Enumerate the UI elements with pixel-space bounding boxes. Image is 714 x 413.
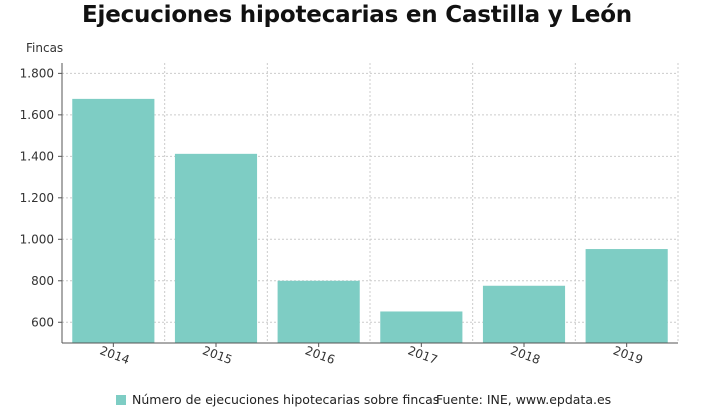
x-tick-label: 2014 bbox=[98, 343, 131, 367]
bar-2017 bbox=[380, 311, 463, 343]
bar-2019 bbox=[585, 249, 668, 343]
x-tick-label: 2019 bbox=[611, 343, 644, 367]
y-tick-label: 1.800 bbox=[20, 66, 54, 80]
chart-title: Ejecuciones hipotecarias en Castilla y L… bbox=[82, 2, 632, 28]
y-tick-label: 1.200 bbox=[20, 191, 54, 205]
x-tick-label: 2016 bbox=[303, 343, 336, 367]
y-tick-label: 1.600 bbox=[20, 108, 54, 122]
legend: Número de ejecuciones hipotecarias sobre… bbox=[116, 392, 439, 407]
y-tick-labels: 600 800 1.000 1.200 1.400 1.600 1.800 bbox=[20, 66, 54, 329]
source-note: Fuente: INE, www.epdata.es bbox=[436, 392, 612, 407]
x-tick-label: 2018 bbox=[509, 343, 542, 367]
x-tick-labels: 2014 2015 2016 2017 2018 2019 bbox=[98, 343, 645, 367]
legend-label: Número de ejecuciones hipotecarias sobre… bbox=[132, 392, 440, 407]
y-tick-label: 800 bbox=[31, 274, 54, 288]
x-tick-label: 2015 bbox=[201, 343, 234, 367]
legend-swatch bbox=[116, 394, 126, 405]
gridlines bbox=[62, 63, 679, 343]
bars bbox=[72, 98, 668, 343]
axes bbox=[58, 63, 678, 347]
bar-2015 bbox=[174, 153, 258, 343]
y-tick-label: 1.400 bbox=[20, 149, 54, 163]
y-tick-label: 1.000 bbox=[20, 232, 54, 246]
bar-2016 bbox=[277, 280, 360, 343]
y-axis-unit-label: Fincas bbox=[26, 41, 63, 55]
bar-2018 bbox=[482, 285, 566, 343]
bar-2014 bbox=[72, 98, 155, 343]
y-tick-label: 600 bbox=[31, 315, 54, 329]
x-tick-label: 2017 bbox=[406, 343, 439, 367]
